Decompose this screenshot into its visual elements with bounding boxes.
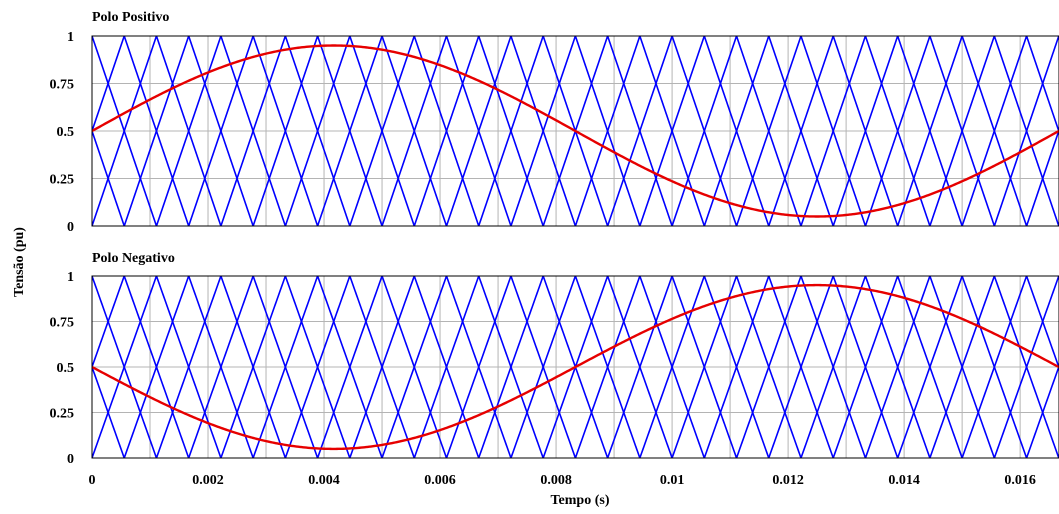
y-tick-label: 0.25 <box>50 407 75 422</box>
panel-title-negative: Polo Negativo <box>92 251 175 266</box>
y-tick-label: 0.25 <box>50 173 75 188</box>
x-axis-title: Tempo (s) <box>551 493 610 508</box>
y-tick-label: 0.5 <box>57 125 75 140</box>
y-tick-label: 0.5 <box>57 361 75 376</box>
x-tick-label: 0.014 <box>888 473 920 488</box>
x-tick-label: 0.008 <box>540 473 572 488</box>
x-tick-label: 0.002 <box>192 473 224 488</box>
panel-title-positive: Polo Positivo <box>92 10 169 25</box>
x-tick-labels: 0 0.002 0.004 0.006 0.008 0.01 0.012 0.014 0.016 <box>89 473 1036 488</box>
panel-negative-pole: Polo Negativo 0 0.25 0.5 0.75 1 <box>50 251 1059 467</box>
y-tick-label: 0.75 <box>50 316 75 331</box>
y-tick-label: 0 <box>67 220 74 235</box>
reference-sine <box>92 44 1059 218</box>
y-axis-title: Tensão (pu) <box>12 227 27 297</box>
plot-frame <box>91 275 1059 459</box>
x-tick-label: 0.01 <box>660 473 685 488</box>
x-tick-label: 0 <box>89 473 96 488</box>
plot-frame <box>91 35 1059 227</box>
y-tick-label: 1 <box>67 30 74 45</box>
panel-positive-pole: Polo Positivo 0 0.25 0.5 0.75 1 <box>50 10 1059 235</box>
y-tick-label: 0.75 <box>50 78 75 93</box>
x-tick-label: 0.004 <box>308 473 340 488</box>
reference-sine <box>92 283 1059 451</box>
y-tick-label: 1 <box>67 270 74 285</box>
x-tick-label: 0.012 <box>772 473 804 488</box>
y-tick-label: 0 <box>67 452 74 467</box>
x-tick-label: 0.016 <box>1004 473 1036 488</box>
x-tick-label: 0.006 <box>424 473 456 488</box>
